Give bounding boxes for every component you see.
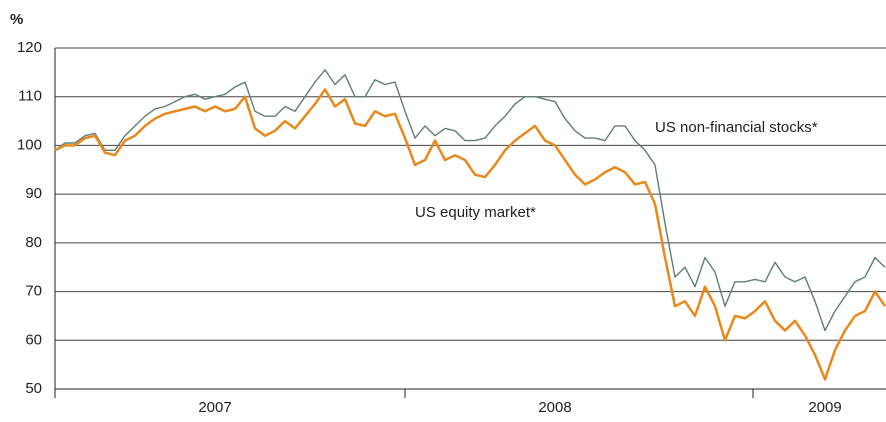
series-annotation: US non-financial stocks* <box>655 119 818 136</box>
series-annotation: US equity market* <box>415 204 536 221</box>
y-tick-label: 110 <box>18 88 42 105</box>
series-line <box>54 69 886 332</box>
y-tick-label: 70 <box>25 283 42 300</box>
y-tick-label: 50 <box>25 380 42 397</box>
y-tick-label: 100 <box>17 136 42 153</box>
y-tick-label: 120 <box>17 39 42 56</box>
series-line <box>54 88 886 381</box>
x-tick-label: 2008 <box>538 399 571 416</box>
x-tick-label: 2007 <box>198 399 231 416</box>
y-tick-label: 60 <box>25 331 42 348</box>
y-axis-label: % <box>10 11 23 28</box>
y-tick-label: 80 <box>25 234 42 251</box>
y-tick-label: 90 <box>25 185 42 202</box>
x-tick-label: 2009 <box>808 399 841 416</box>
